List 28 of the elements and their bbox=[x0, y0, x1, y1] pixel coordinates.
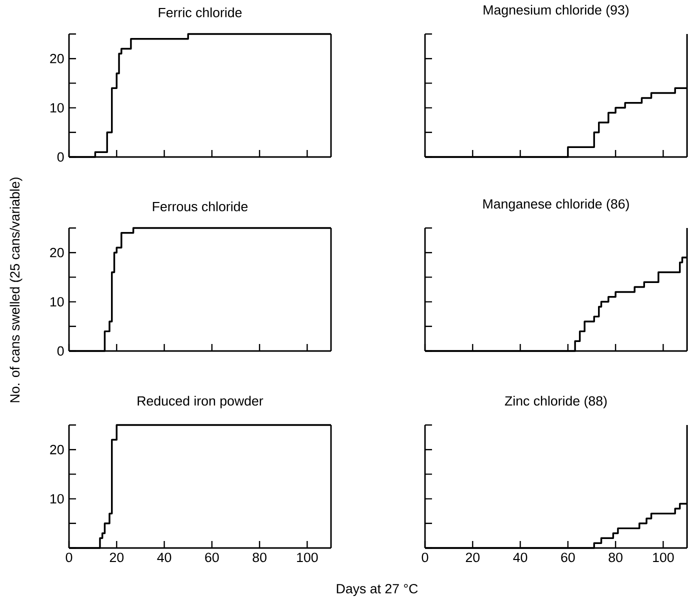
x-tick-label: 0 bbox=[66, 552, 72, 562]
y-tick-label: 0 bbox=[57, 152, 64, 162]
chart-title: Zinc chloride (88) bbox=[504, 396, 607, 408]
x-axis-title: Days at 27 °C bbox=[336, 584, 418, 596]
x-tick-label: 20 bbox=[110, 552, 124, 562]
y-tick-label: 10 bbox=[50, 103, 64, 113]
chart-title: Ferric chloride bbox=[158, 7, 242, 18]
y-tick-label: 10 bbox=[50, 494, 64, 504]
x-tick-label: 40 bbox=[513, 552, 528, 562]
chart-title: Ferrous chloride bbox=[152, 201, 248, 212]
x-tick-label: 60 bbox=[205, 552, 219, 562]
y-tick-label: 0 bbox=[57, 346, 64, 356]
x-tick-label: 80 bbox=[608, 552, 622, 562]
y-tick-label: 20 bbox=[50, 248, 64, 258]
chart-title: Manganese chloride (86) bbox=[483, 198, 629, 212]
x-tick-label: 40 bbox=[157, 552, 172, 562]
x-tick-label: 0 bbox=[422, 552, 428, 562]
y-tick-label: 20 bbox=[50, 444, 64, 454]
x-tick-label: 60 bbox=[561, 552, 575, 562]
chart-title: Magnesium chloride (93) bbox=[484, 4, 629, 18]
x-tick-label: 100 bbox=[297, 552, 318, 562]
y-axis-title: No. of cans swelled (25 cans/variable) bbox=[10, 178, 22, 402]
x-tick-label: 100 bbox=[653, 552, 674, 562]
x-tick-label: 80 bbox=[252, 552, 266, 562]
y-tick-label: 10 bbox=[50, 297, 64, 307]
x-tick-label: 20 bbox=[466, 552, 480, 562]
chart-title: Reduced iron powder bbox=[138, 396, 264, 408]
y-tick-label: 20 bbox=[50, 54, 64, 64]
